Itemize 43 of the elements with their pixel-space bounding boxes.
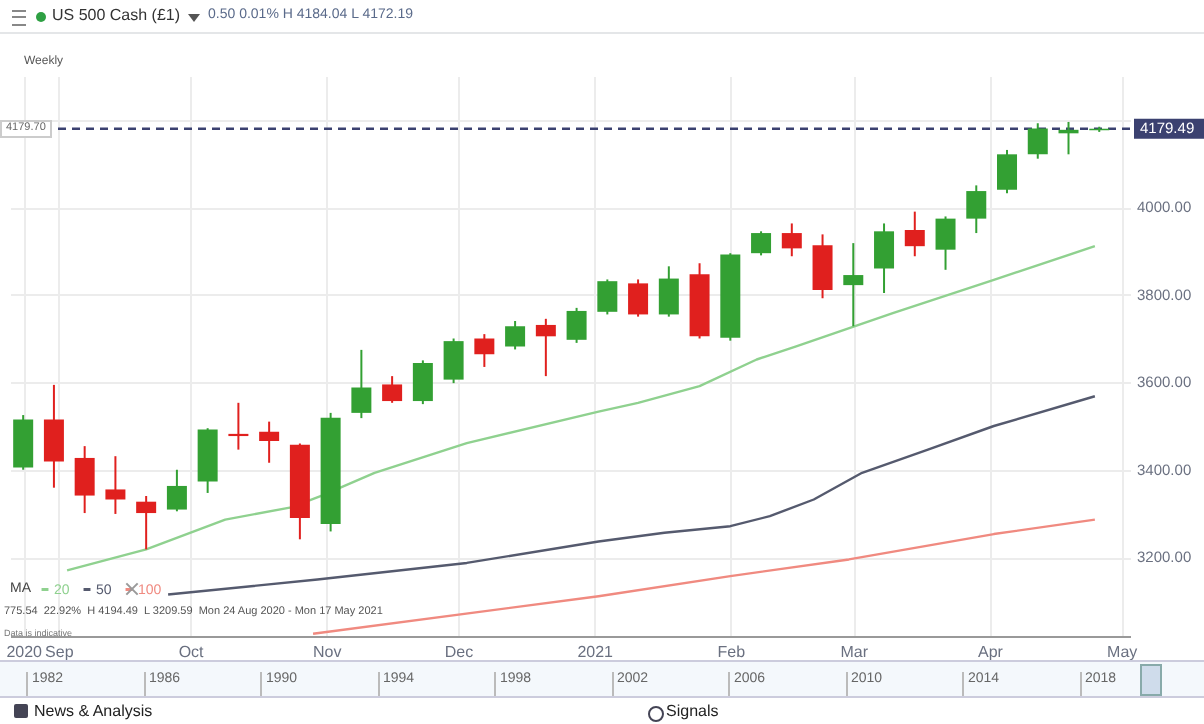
candlestick: [43, 383, 64, 489]
line-series: [166, 395, 1097, 596]
candlestick: [874, 222, 895, 294]
candlestick: [966, 184, 987, 235]
candlestick: [597, 278, 618, 316]
candlestick: [997, 148, 1018, 195]
chart-title: US 500 Cash (£1): [52, 4, 181, 28]
candlestick: [904, 210, 925, 258]
candlestick: [566, 306, 587, 344]
x-tick-label: Dec: [444, 643, 474, 661]
candlestick: [412, 359, 433, 406]
candlestick: [74, 445, 95, 515]
x-tick-label: May: [1107, 643, 1138, 661]
x-tick-label: Nov: [313, 643, 342, 661]
text: News & Analysis: [34, 702, 153, 720]
x-tick-label: Apr: [978, 643, 1004, 661]
candlestick: [935, 215, 956, 271]
x-tick-label: 2020: [6, 643, 44, 661]
x-tick-label: Feb: [717, 643, 747, 661]
candlestick: [812, 233, 833, 300]
candlestick: [1027, 122, 1048, 160]
x-tick-label: Oct: [178, 643, 206, 661]
candlestick: [443, 337, 464, 385]
candlestick: [474, 333, 495, 368]
x-tick-label: Sep: [45, 643, 75, 661]
line-series: [65, 244, 1097, 572]
candlestick: [382, 375, 403, 404]
candlestick: [228, 401, 249, 451]
candlestick: [351, 348, 372, 420]
candlestick: [136, 495, 157, 551]
candlestick: [105, 455, 126, 515]
candlestick: [628, 278, 649, 318]
x-tick-label: 2021: [577, 643, 615, 661]
candlestick: [751, 230, 772, 257]
text: Signals: [666, 702, 719, 720]
candlestick: [781, 222, 802, 258]
x-tick-label: Mar: [840, 643, 869, 661]
candlestick: [259, 420, 280, 464]
candlestick: [505, 320, 526, 351]
candlestick: [658, 265, 679, 318]
candlestick: [843, 242, 864, 328]
candlestick: [166, 468, 187, 513]
candlestick: [535, 317, 556, 378]
